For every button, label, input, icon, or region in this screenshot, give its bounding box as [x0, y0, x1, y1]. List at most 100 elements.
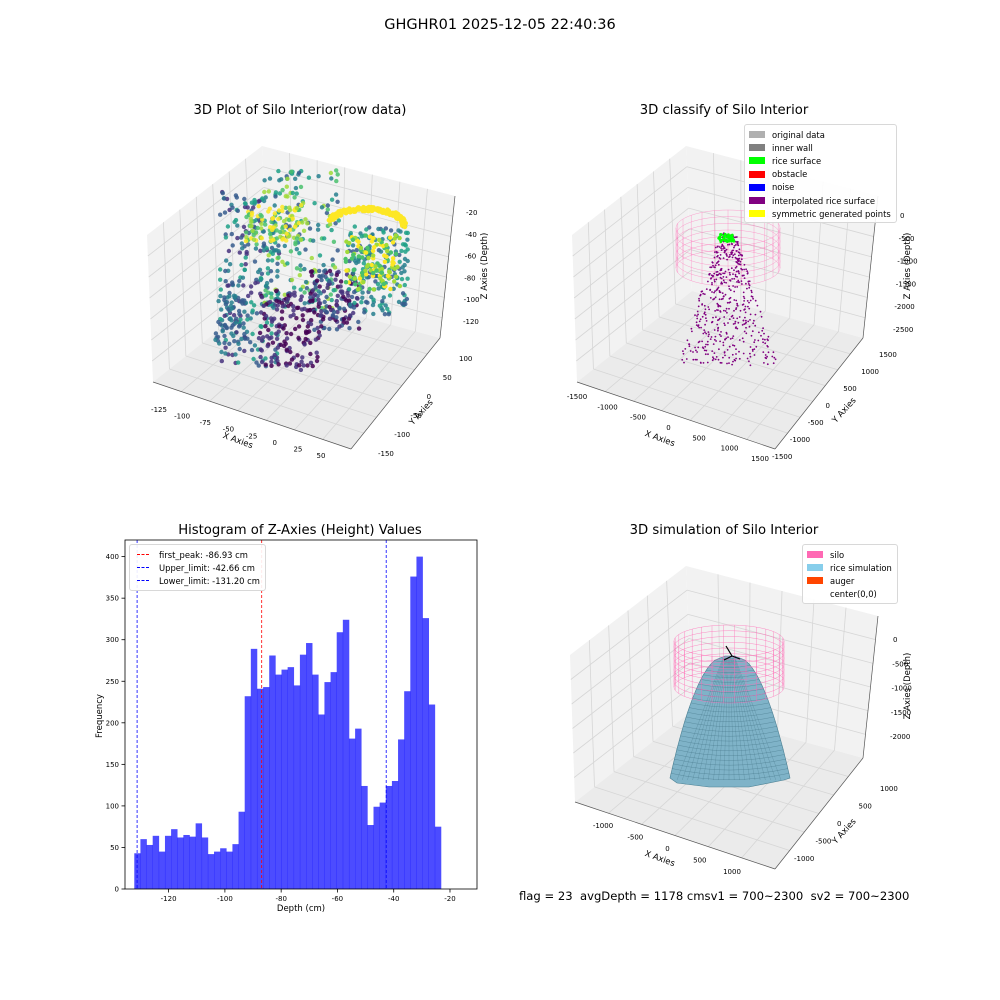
data-point	[300, 220, 305, 225]
interpolated-point	[741, 324, 744, 326]
figure-title: GHGHR01 2025-12-05 22:40:36	[384, 17, 616, 33]
interpolated-point	[719, 254, 722, 256]
legend-swatch	[807, 564, 823, 572]
data-point	[313, 285, 318, 290]
interpolated-point	[711, 282, 713, 284]
interpolated-point	[733, 299, 736, 301]
data-point	[316, 297, 321, 302]
interpolated-point	[736, 236, 738, 238]
data-point	[293, 240, 298, 245]
data-point	[364, 227, 369, 232]
data-point	[273, 194, 278, 199]
data-point	[258, 276, 264, 281]
surface-mesh-line	[675, 754, 785, 761]
tick-label: -120	[463, 318, 479, 326]
interpolated-point	[763, 362, 765, 364]
data-point	[337, 212, 343, 218]
interpolated-point	[701, 346, 704, 349]
interpolated-point	[722, 356, 724, 359]
interpolated-point	[759, 310, 762, 313]
data-point	[336, 218, 341, 223]
histogram-bar	[287, 667, 295, 889]
interpolated-point	[767, 339, 769, 342]
data-point	[391, 286, 396, 291]
data-point	[299, 294, 304, 299]
data-point	[399, 276, 405, 282]
data-point	[230, 243, 235, 248]
legend-item-noise: noise	[749, 181, 891, 194]
interpolated-point	[717, 263, 720, 266]
grid-line	[294, 324, 392, 431]
interpolated-point	[749, 352, 751, 355]
histogram-bar	[269, 655, 276, 889]
classify-legend: original data inner wall rice surface ob…	[744, 124, 897, 224]
data-point	[223, 351, 228, 356]
data-point	[329, 297, 334, 303]
interpolated-point	[717, 260, 720, 263]
data-point	[347, 274, 353, 279]
data-point	[308, 307, 313, 313]
data-point	[348, 231, 353, 236]
data-point	[351, 310, 356, 316]
axis-line	[774, 757, 864, 870]
data-point	[390, 240, 396, 245]
surface-mesh-line	[671, 773, 789, 780]
data-point	[245, 317, 250, 322]
interpolated-point	[716, 274, 719, 277]
interpolated-point	[726, 258, 728, 261]
data-point	[267, 206, 272, 211]
data-point	[371, 270, 376, 276]
data-point	[283, 205, 288, 210]
raw-plot-ticks: -125 -100 -75 -50 -25 0 25 50 100 50 0 -50 -100 -150 -…	[151, 209, 479, 460]
data-point	[274, 307, 280, 312]
interpolated-point	[731, 363, 733, 366]
interpolated-point	[692, 351, 694, 353]
interpolated-point	[719, 305, 722, 308]
data-point	[259, 359, 265, 365]
interpolated-point	[741, 254, 743, 257]
data-point	[337, 324, 342, 329]
interpolated-point	[742, 352, 745, 355]
interpolated-point	[723, 322, 726, 325]
data-point	[249, 347, 255, 353]
interpolated-point	[714, 264, 717, 267]
interpolated-point	[738, 248, 741, 251]
interpolated-point	[711, 359, 714, 362]
interpolated-point	[752, 322, 755, 325]
interpolated-point	[733, 309, 735, 312]
interpolated-point	[697, 313, 699, 316]
data-point	[264, 246, 269, 251]
grid-line	[605, 297, 717, 392]
surface-mesh-line	[733, 657, 766, 781]
data-point	[287, 227, 293, 232]
interpolated-point	[750, 295, 753, 298]
interpolated-point	[696, 310, 699, 313]
rice-surface-point	[723, 239, 727, 243]
interpolated-point	[704, 345, 707, 348]
grid-line	[147, 166, 264, 257]
interpolated-point	[738, 350, 740, 353]
data-point	[242, 336, 248, 341]
interpolated-point	[703, 293, 706, 295]
interpolated-point	[731, 251, 734, 254]
classify-plot-points	[681, 232, 777, 367]
data-point	[346, 287, 352, 292]
data-point	[316, 304, 321, 309]
grid-line	[633, 304, 742, 402]
surface-mesh-line	[687, 712, 773, 718]
histogram-bar	[312, 674, 319, 889]
data-point	[302, 342, 307, 347]
data-point	[260, 196, 265, 201]
tick-label: -100	[464, 296, 480, 304]
interpolated-point	[737, 258, 740, 260]
interpolated-point	[732, 323, 735, 325]
data-point	[232, 219, 237, 225]
data-point	[280, 259, 285, 264]
data-point	[344, 320, 350, 325]
interpolated-point	[723, 281, 726, 284]
interpolated-point	[737, 254, 740, 257]
simulation-z-axis-label: Z Axies (Depth)	[903, 653, 913, 720]
data-point	[385, 306, 390, 311]
data-point	[330, 313, 335, 318]
data-point	[235, 208, 240, 213]
